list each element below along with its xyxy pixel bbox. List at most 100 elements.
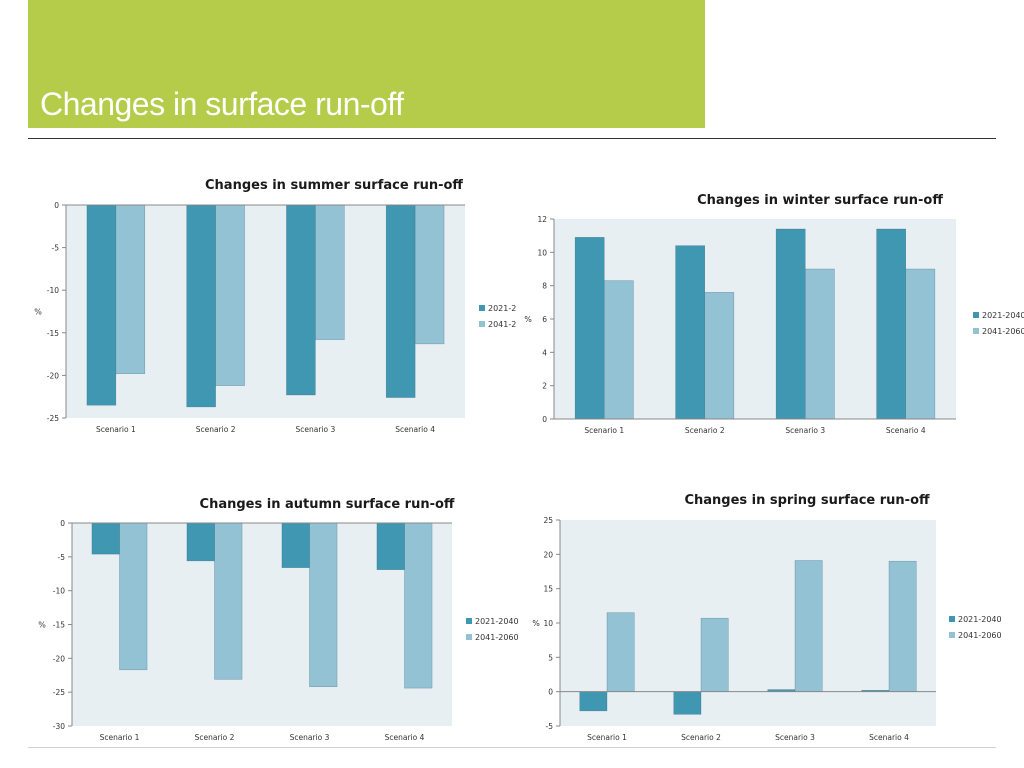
x-tick-label: Scenario 4 — [385, 733, 425, 742]
spring-runoff-chart: Changes in spring surface run-off 25 20 15 1… — [522, 485, 1024, 750]
y-tick-label: 15 — [543, 585, 553, 594]
x-tick-label: Scenario 2 — [685, 426, 725, 435]
y-tick-label: 10 — [543, 619, 553, 628]
bar — [675, 245, 705, 420]
x-tick-label: Scenario 3 — [775, 733, 815, 742]
legend-label: 2021-2040 — [475, 617, 518, 626]
chart-svg: Changes in summer surface run-off 0 -5 -10 -… — [34, 178, 516, 434]
x-tick-label: Scenario 1 — [584, 426, 624, 435]
legend-swatch — [466, 618, 472, 624]
y-tick-label: 0 — [542, 415, 547, 424]
chart-svg: Changes in autumn surface run-off 0 -5 -10 -… — [38, 497, 518, 742]
y-tick-label: 0 — [54, 201, 59, 210]
y-tick-label: 2 — [542, 382, 547, 391]
y-tick-label: -10 — [53, 587, 65, 596]
y-tick-label: 4 — [542, 348, 547, 357]
y-tick-label: 12 — [537, 215, 547, 224]
y-tick-label: -20 — [53, 654, 65, 663]
bar — [673, 691, 702, 715]
y-axis-label: % — [532, 619, 540, 628]
chart-svg: Changes in winter surface run-off 0 2 4 6 8 10… — [524, 193, 1024, 435]
legend-label: 2041-2 — [488, 320, 516, 329]
bar — [286, 204, 316, 396]
y-tick-label: 6 — [542, 315, 547, 324]
x-tick-label: Scenario 3 — [290, 733, 330, 742]
y-tick-label: -10 — [47, 286, 59, 295]
x-tick-label: Scenario 2 — [195, 733, 235, 742]
bar — [704, 292, 735, 420]
legend-label: 2041-2060 — [958, 631, 1002, 640]
x-tick-label: Scenario 3 — [295, 425, 335, 434]
page-title: Changes in surface run-off — [40, 86, 404, 122]
bar — [794, 560, 823, 692]
x-tick-label: Scenario 1 — [587, 733, 627, 742]
y-tick-label: -25 — [53, 688, 65, 697]
autumn-runoff-chart: Changes in autumn surface run-off 0 -5 -10 -… — [28, 488, 518, 750]
legend-swatch — [479, 321, 485, 327]
chart-title: Changes in spring surface run-off — [684, 493, 930, 508]
y-tick-label: 0 — [548, 688, 553, 697]
legend-swatch — [479, 305, 485, 311]
chart-title: Changes in summer surface run-off — [205, 178, 463, 193]
bar — [186, 204, 216, 408]
bar — [376, 522, 405, 570]
y-tick-label: 5 — [548, 653, 553, 662]
legend-label: 2021-2 — [488, 304, 516, 313]
y-tick-label: 0 — [60, 519, 65, 528]
x-tick-label: Scenario 4 — [886, 426, 926, 435]
bar — [404, 522, 433, 689]
bar — [775, 228, 806, 420]
legend-label: 2041-2060 — [475, 633, 518, 642]
x-tick-label: Scenario 2 — [681, 733, 721, 742]
x-tick-label: Scenario 2 — [196, 425, 236, 434]
title-banner: Changes in surface run-off — [28, 0, 705, 128]
bar — [315, 204, 345, 340]
legend-swatch — [973, 328, 979, 334]
chart-title: Changes in winter surface run-off — [697, 193, 943, 208]
y-tick-label: -5 — [58, 553, 66, 562]
y-tick-label: 10 — [537, 248, 547, 257]
y-tick-label: -25 — [47, 414, 59, 423]
bar — [309, 522, 338, 688]
bar — [700, 617, 729, 692]
legend-label: 2021-2040 — [982, 311, 1024, 320]
y-tick-label: -15 — [53, 621, 65, 630]
chart-title: Changes in autumn surface run-off — [200, 497, 455, 512]
y-axis-label: % — [38, 621, 46, 630]
y-tick-label: -5 — [52, 244, 60, 253]
winter-runoff-chart: Changes in winter surface run-off 0 2 4 6 8 10… — [522, 185, 1024, 442]
bar — [119, 522, 148, 671]
bar — [214, 522, 243, 680]
bar — [115, 204, 146, 374]
bar — [574, 237, 605, 420]
legend-swatch — [466, 634, 472, 640]
bar — [385, 204, 416, 398]
legend-label: 2041-2060 — [982, 327, 1024, 336]
y-tick-label: -15 — [47, 329, 59, 338]
x-tick-label: Scenario 3 — [785, 426, 825, 435]
legend-label: 2021-2040 — [958, 615, 1002, 624]
bar — [579, 691, 608, 712]
legend-swatch — [949, 632, 955, 638]
y-axis-label: % — [524, 315, 532, 324]
bar — [91, 522, 120, 555]
footer-divider — [28, 747, 996, 748]
y-tick-label: -5 — [546, 722, 554, 731]
x-tick-label: Scenario 4 — [395, 425, 435, 434]
bar — [86, 204, 117, 406]
x-tick-label: Scenario 1 — [100, 733, 140, 742]
y-axis-label: % — [34, 308, 42, 317]
bar — [604, 280, 634, 420]
x-tick-label: Scenario 1 — [96, 425, 136, 434]
bar — [606, 612, 635, 692]
summer-runoff-chart: Changes in summer surface run-off 0 -5 -10 -… — [28, 170, 518, 442]
bar — [186, 522, 215, 562]
bar — [414, 204, 445, 345]
bar — [215, 204, 245, 386]
y-tick-label: 8 — [542, 282, 547, 291]
y-tick-label: -20 — [47, 371, 59, 380]
title-divider — [28, 138, 996, 139]
bar — [805, 268, 835, 420]
bar — [888, 560, 917, 692]
legend-swatch — [949, 616, 955, 622]
